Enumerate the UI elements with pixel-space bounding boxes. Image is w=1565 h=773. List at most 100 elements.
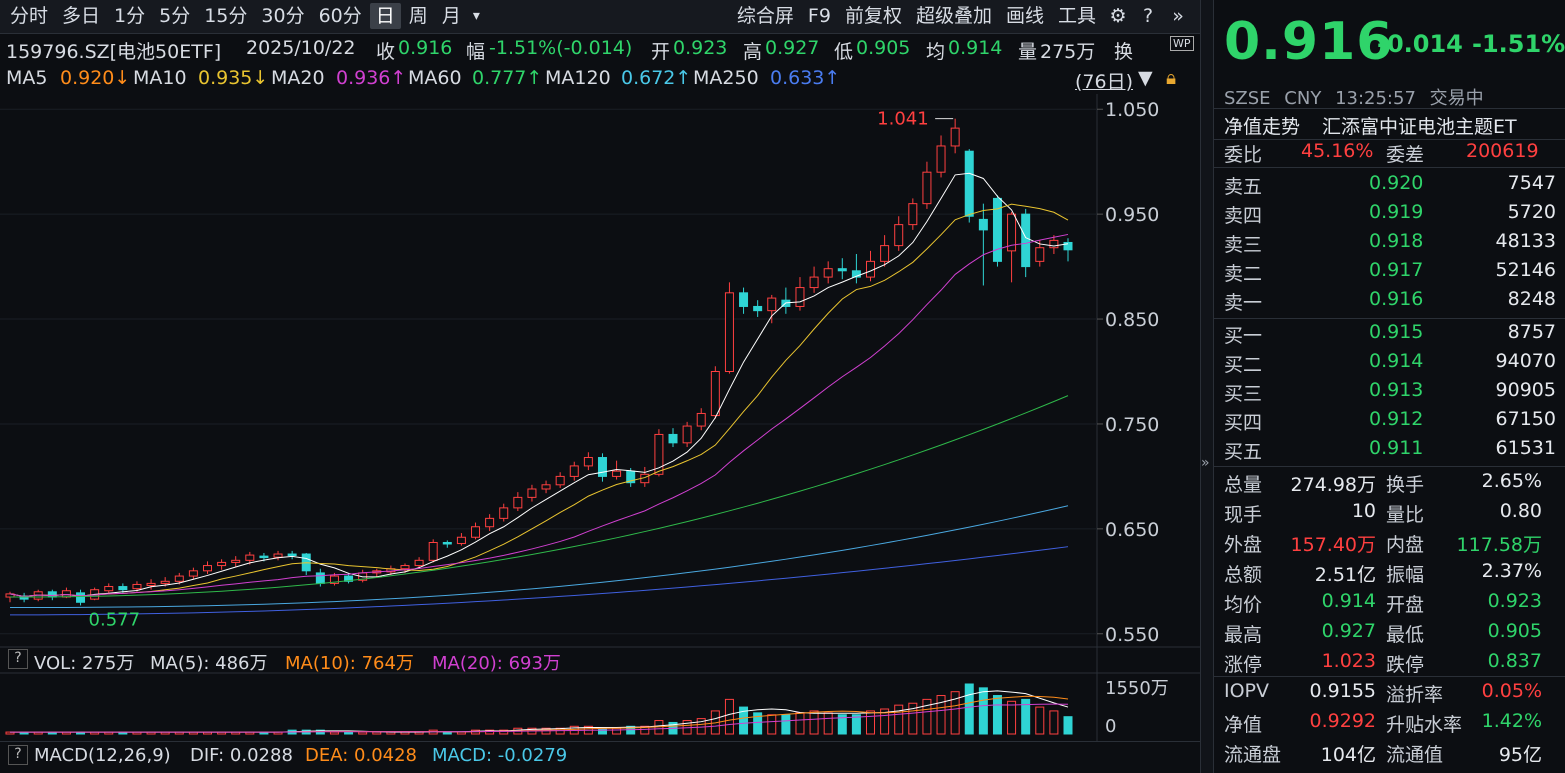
vol-legend: ? VOL: 275万 MA(5): 486万 MA(10): 764万 MA(… — [0, 647, 1200, 674]
tab-week[interactable]: 周 — [408, 5, 428, 27]
tab-1min[interactable]: 1分 — [114, 5, 146, 27]
bids-row[interactable]: 买二 0.914 94070 — [1214, 348, 1565, 377]
tab-fenshi[interactable]: 分时 — [10, 5, 49, 27]
volume-bar — [1007, 700, 1017, 735]
asks-row[interactable]: 卖三 0.918 48133 — [1214, 228, 1565, 257]
asks-price: 0.916 — [1369, 288, 1424, 310]
candle-body — [978, 218, 988, 231]
tab-duori[interactable]: 多日 — [62, 5, 101, 27]
bids-row[interactable]: 买五 0.911 61531 — [1214, 435, 1565, 464]
candle-body — [992, 197, 1002, 262]
weibi-value: 45.16% — [1301, 140, 1374, 162]
low-annotation: 0.577 — [89, 609, 141, 630]
candle-body — [950, 127, 960, 147]
high-value: 0.927 — [765, 37, 820, 59]
stat-label: 净值 — [1224, 714, 1263, 736]
asks-row[interactable]: 卖四 0.919 5720 — [1214, 199, 1565, 228]
macd-value: MACD: -0.0279 — [432, 745, 568, 766]
range-dropdown-icon[interactable]: ▼ — [1138, 67, 1153, 89]
vol-ma20: MA(20): 693万 — [432, 653, 561, 674]
chevron-right-icon[interactable]: » — [1201, 455, 1210, 471]
ma120-line — [9, 505, 1069, 609]
stat-value: 0.914 — [1321, 590, 1376, 612]
volume-bar — [753, 712, 763, 735]
candle-body — [880, 245, 890, 262]
bids-volume: 8757 — [1507, 321, 1556, 343]
forward-adjust-button[interactable]: 前复权 — [844, 5, 902, 27]
f9-button[interactable]: F9 — [807, 5, 831, 27]
bids-price: 0.915 — [1369, 321, 1424, 343]
bids-label: 买四 — [1224, 412, 1263, 434]
tab-5min[interactable]: 5分 — [159, 5, 191, 27]
stat-label: 现手 — [1224, 504, 1263, 526]
lock-icon[interactable]: 🔒︎ — [1166, 67, 1177, 89]
asks-label: 卖二 — [1224, 263, 1263, 285]
wp-icon[interactable]: WP — [1170, 36, 1194, 51]
stat-row: 均价 0.914 开盘 0.923 — [1214, 588, 1565, 617]
asks-row[interactable]: 卖一 0.916 8248 — [1214, 286, 1565, 315]
composite-screen-button[interactable]: 综合屏 — [736, 5, 794, 27]
candle-body — [344, 575, 354, 582]
draw-line-button[interactable]: 画线 — [1005, 5, 1044, 27]
stat-value: 0.837 — [1487, 650, 1542, 672]
ma5-label: MA5 — [6, 67, 48, 89]
bids-row[interactable]: 买三 0.913 90905 — [1214, 377, 1565, 406]
super-overlay-button[interactable]: 超级叠加 — [915, 5, 992, 27]
tab-month[interactable]: 月 — [441, 5, 461, 27]
bids-row[interactable]: 买四 0.912 67150 — [1214, 406, 1565, 435]
security-code: 159796.SZ[电池50ETF] — [6, 41, 222, 63]
ma60-label: MA60 — [408, 67, 462, 89]
vol-help-icon[interactable]: ? — [8, 649, 28, 669]
stat-value: 2.37% — [1481, 560, 1542, 582]
exchange: SZSE — [1224, 88, 1271, 109]
tab-60min[interactable]: 60分 — [318, 5, 362, 27]
tab-30min[interactable]: 30分 — [261, 5, 305, 27]
stat-value: 0.05% — [1481, 680, 1542, 702]
candle-body — [583, 457, 593, 467]
range-selector[interactable]: (76日) — [1075, 71, 1134, 93]
candle-body — [569, 465, 579, 477]
y-tick-label: 0.750 — [1105, 414, 1159, 436]
stat-label: 跌停 — [1386, 654, 1425, 676]
tab-day[interactable]: 日 — [369, 3, 401, 29]
ma20-line — [9, 233, 1069, 598]
asks-row[interactable]: 卖五 0.920 7547 — [1214, 170, 1565, 199]
period-tabs: 分时 多日 1分 5分 15分 30分 60分 日 周 月 ▾ — [4, 3, 484, 29]
stat-row: 现手 10 量比 0.80 — [1214, 498, 1565, 527]
y-tick-label: 1.050 — [1105, 99, 1159, 121]
stat-label: 流通盘 — [1224, 744, 1282, 766]
tab-15min[interactable]: 15分 — [204, 5, 248, 27]
panel-collapse-handle[interactable]: » — [1200, 0, 1214, 773]
tools-button[interactable]: 工具 — [1057, 5, 1096, 27]
bids-price: 0.911 — [1369, 437, 1424, 459]
stat-value: 1.42% — [1481, 710, 1542, 732]
bids-label: 买五 — [1224, 441, 1263, 463]
nav-trend-tab[interactable]: 净值走势 — [1224, 116, 1301, 138]
candle-body — [710, 371, 720, 417]
currency: CNY — [1284, 88, 1322, 109]
open-label: 开 — [651, 41, 671, 63]
stat-label: 涨停 — [1224, 654, 1263, 676]
candle-body — [541, 484, 551, 490]
kline-chart[interactable]: 1.050 0.950 0.850 0.750 0.650 0.550 1.041 0.577… — [0, 94, 1200, 741]
candle-body — [400, 565, 410, 570]
help-icon[interactable]: ? — [1142, 5, 1154, 27]
bids-row[interactable]: 买一 0.915 8757 — [1214, 319, 1565, 348]
more-periods-dropdown[interactable]: ▾ — [472, 8, 480, 24]
ma-legend: MA5 0.920↓ MA10 0.935↓ MA20 0.936↑ MA60 … — [0, 64, 1200, 94]
ma10-line — [9, 203, 1069, 598]
candle-body — [851, 270, 861, 278]
bids-label: 买二 — [1224, 354, 1263, 376]
asks-row[interactable]: 卖二 0.917 52146 — [1214, 257, 1565, 286]
ma10-value: 0.935↓ — [198, 67, 269, 89]
gear-icon[interactable]: ⚙ — [1109, 5, 1127, 27]
double-chevron-right-icon[interactable]: » — [1172, 5, 1184, 27]
high-annotation: 1.041 — [877, 109, 929, 130]
asks-label: 卖一 — [1224, 292, 1263, 314]
asks-volume: 52146 — [1495, 259, 1556, 281]
macd-help-icon[interactable]: ? — [8, 745, 28, 765]
volume-bar — [739, 706, 749, 735]
candle-body — [724, 292, 734, 372]
volume-bar — [640, 725, 650, 735]
weibi-label: 委比 — [1224, 144, 1263, 166]
